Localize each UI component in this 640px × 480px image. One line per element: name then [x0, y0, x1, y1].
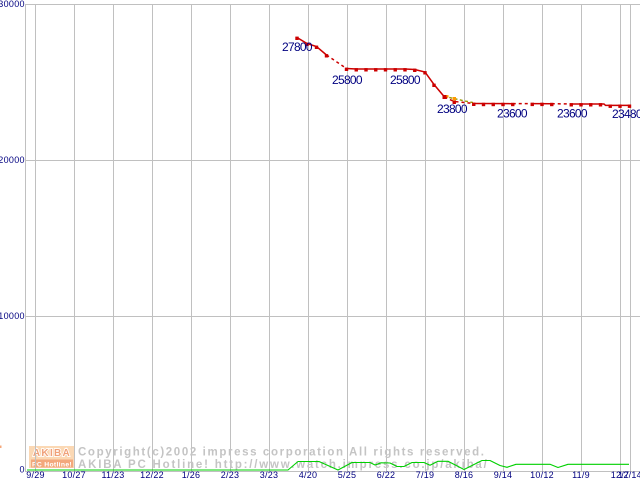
svg-text:11/9: 11/9: [572, 470, 590, 480]
svg-text:9/29: 9/29: [26, 470, 45, 480]
svg-text:3/23: 3/23: [260, 470, 279, 480]
svg-text:20000: 20000: [0, 155, 25, 165]
svg-text:1/26: 1/26: [182, 470, 201, 480]
svg-text:10/12: 10/12: [530, 470, 554, 480]
svg-text:23480: 23480: [612, 107, 640, 121]
svg-text:2/23: 2/23: [221, 470, 240, 480]
svg-text:25800: 25800: [332, 73, 363, 87]
svg-text:AKIBA PC Hotline! http://www.: AKIBA PC Hotline! http://www.watch.impre…: [78, 459, 489, 471]
svg-text:23800: 23800: [437, 102, 468, 116]
svg-text:10000: 10000: [0, 311, 25, 321]
svg-text:Copyright(c)2002 impress corpo: Copyright(c)2002 impress corporation All…: [78, 446, 486, 458]
svg-text:25800: 25800: [390, 73, 421, 87]
svg-text:0: 0: [19, 465, 24, 475]
svg-text:8/16: 8/16: [455, 470, 474, 480]
svg-text:23600: 23600: [497, 107, 528, 121]
svg-text:27800: 27800: [282, 40, 313, 54]
svg-text:12/22: 12/22: [140, 470, 164, 480]
svg-text:7/19: 7/19: [416, 470, 435, 480]
svg-text:5/25: 5/25: [338, 470, 357, 480]
svg-text:PC Hotline!: PC Hotline!: [32, 461, 72, 468]
svg-text:30000: 30000: [0, 0, 25, 9]
svg-text:12/7: 12/7: [611, 470, 630, 480]
svg-text:23600: 23600: [557, 107, 588, 121]
svg-text:4/20: 4/20: [299, 470, 318, 480]
svg-text:6/22: 6/22: [377, 470, 396, 480]
svg-text:12/14: 12/14: [618, 470, 640, 480]
svg-text:10/27: 10/27: [62, 470, 86, 480]
svg-text:11/23: 11/23: [101, 470, 124, 480]
svg-text:9/14: 9/14: [494, 470, 513, 480]
svg-text:AKIBA: AKIBA: [33, 448, 71, 459]
